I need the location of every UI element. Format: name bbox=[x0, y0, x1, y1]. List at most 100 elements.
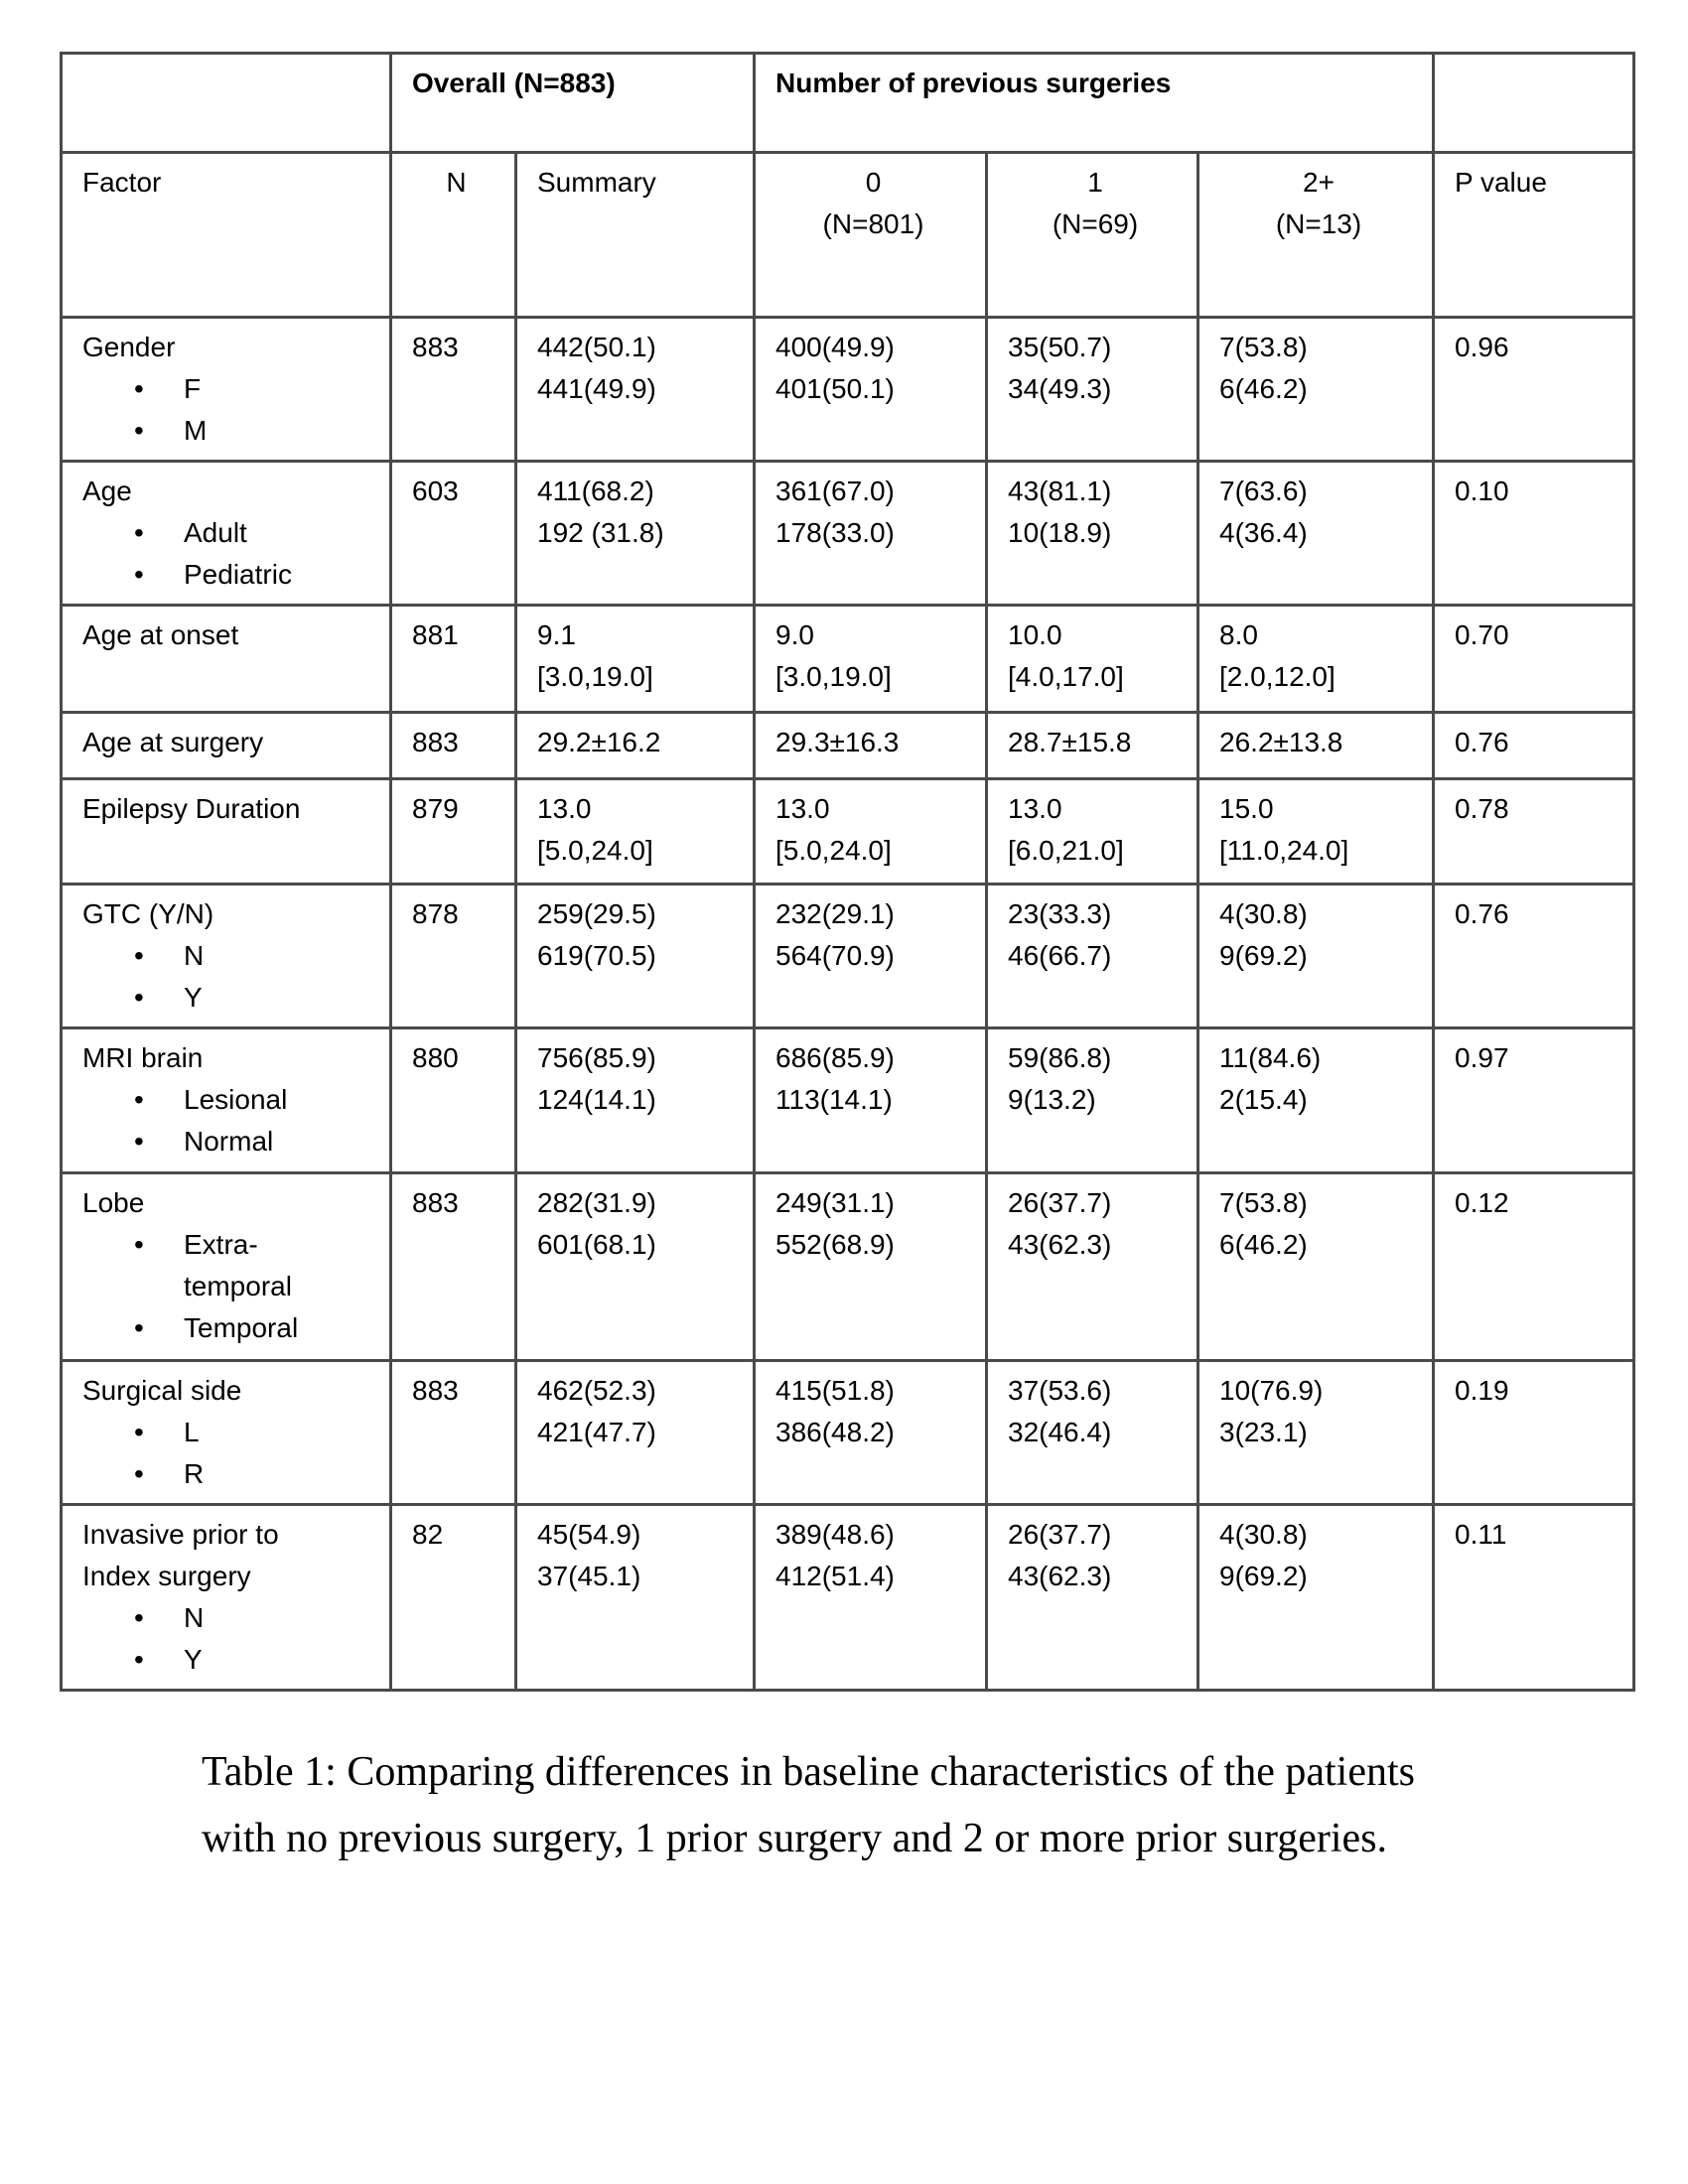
bullet-icon: • bbox=[134, 1417, 144, 1447]
p-value-cell: 0.76 bbox=[1432, 883, 1636, 1029]
table-row: GTC (Y/N) • N • Y 878 259(29.5) 619(70.5) 232… bbox=[60, 883, 1636, 1029]
table-column-header-row: Factor N Summary 0 (N=801) 1 (N=69) 2+ (… bbox=[60, 151, 1636, 319]
p-value-cell: 0.10 bbox=[1432, 460, 1636, 607]
n-cell: 878 bbox=[389, 883, 517, 1029]
bullet-icon: • bbox=[134, 559, 144, 590]
table-row: Age • Adult • Pediatric 603 411(68.2) 192 (31… bbox=[60, 460, 1636, 607]
surg1-cell: 13.0 [6.0,21.0] bbox=[985, 777, 1200, 886]
summary-cell: 442(50.1) 441(49.9) bbox=[513, 316, 757, 463]
surg0-cell: 361(67.0) 178(33.0) bbox=[753, 460, 989, 607]
bullet-icon: • bbox=[134, 1458, 144, 1489]
p-value-cell: 0.76 bbox=[1432, 711, 1636, 780]
summary-cell: 462(52.3) 421(47.7) bbox=[513, 1359, 757, 1506]
baseline-characteristics-table: Overall (N=883) Number of previous surge… bbox=[60, 52, 1636, 1692]
n-cell: 879 bbox=[389, 777, 517, 886]
surg1-cell: 28.7±15.8 bbox=[985, 711, 1200, 780]
surgeries-0-label: 0 bbox=[865, 167, 882, 198]
surgeries-0-column-header: 0 (N=801) bbox=[753, 151, 989, 319]
surg2plus-cell: 8.0 [2.0,12.0] bbox=[1196, 604, 1436, 714]
surg2plus-cell: 4(30.8) 9(69.2) bbox=[1196, 883, 1436, 1029]
surgeries-0-count: (N=801) bbox=[822, 208, 924, 239]
p-value-cell: 0.97 bbox=[1432, 1026, 1636, 1174]
factor-cell: MRI brain • Lesional • Normal bbox=[60, 1026, 392, 1174]
p-value-column-header: P value bbox=[1432, 151, 1636, 319]
table-body: Gender • F • M 883 442(50.1) 441(49.9) 400(49… bbox=[60, 316, 1636, 1692]
summary-cell: 45(54.9) 37(45.1) bbox=[513, 1503, 757, 1692]
n-cell: 82 bbox=[389, 1503, 517, 1692]
table-row: Invasive prior to Index surgery • N • Y 82 45… bbox=[60, 1503, 1636, 1692]
bullet-icon: • bbox=[134, 1644, 144, 1675]
surgeries-2plus-column-header: 2+ (N=13) bbox=[1196, 151, 1436, 319]
table-row: Age at onset 881 9.1 [3.0,19.0] 9.0 [3.0,1… bbox=[60, 604, 1636, 714]
caption-line-2: with no previous surgery, 1 prior surger… bbox=[202, 1816, 1388, 1861]
surg1-cell: 43(81.1) 10(18.9) bbox=[985, 460, 1200, 607]
table-row: Surgical side • L • R 883 462(52.3) 421(47.7)… bbox=[60, 1359, 1636, 1506]
n-cell: 883 bbox=[389, 316, 517, 463]
empty-header-cell bbox=[1432, 52, 1636, 154]
factor-cell: Gender • F • M bbox=[60, 316, 392, 463]
surg0-cell: 13.0 [5.0,24.0] bbox=[753, 777, 989, 886]
surg2plus-cell: 15.0 [11.0,24.0] bbox=[1196, 777, 1436, 886]
bullet-icon: • bbox=[134, 373, 144, 404]
overall-group-header: Overall (N=883) bbox=[388, 52, 757, 154]
factor-cell: Age at surgery bbox=[60, 711, 392, 780]
p-value-cell: 0.78 bbox=[1432, 777, 1636, 886]
table-row: MRI brain • Lesional • Normal 880 756(85.9) 1… bbox=[60, 1026, 1636, 1174]
surg1-cell: 10.0 [4.0,17.0] bbox=[985, 604, 1200, 714]
n-column-header: N bbox=[389, 151, 517, 319]
factor-cell: Epilepsy Duration bbox=[60, 777, 392, 886]
surg1-cell: 35(50.7) 34(49.3) bbox=[985, 316, 1200, 463]
previous-surgeries-group-header: Number of previous surgeries bbox=[753, 52, 1436, 154]
factor-cell: GTC (Y/N) • N • Y bbox=[60, 883, 392, 1029]
p-value-cell: 0.96 bbox=[1432, 316, 1636, 463]
p-value-cell: 0.70 bbox=[1432, 604, 1636, 714]
summary-column-header: Summary bbox=[513, 151, 757, 319]
surgeries-2plus-label: 2+ bbox=[1303, 167, 1335, 198]
table-row: Gender • F • M 883 442(50.1) 441(49.9) 400(49… bbox=[60, 316, 1636, 463]
surg0-cell: 400(49.9) 401(50.1) bbox=[753, 316, 989, 463]
summary-cell: 411(68.2) 192 (31.8) bbox=[513, 460, 757, 607]
summary-cell: 9.1 [3.0,19.0] bbox=[513, 604, 757, 714]
summary-cell: 282(31.9) 601(68.1) bbox=[513, 1171, 757, 1362]
factor-cell: Invasive prior to Index surgery • N • Y bbox=[60, 1503, 392, 1692]
factor-cell: Age at onset bbox=[60, 604, 392, 714]
p-value-cell: 0.11 bbox=[1432, 1503, 1636, 1692]
n-cell: 881 bbox=[389, 604, 517, 714]
n-cell: 883 bbox=[389, 711, 517, 780]
surg2plus-cell: 7(53.8) 6(46.2) bbox=[1196, 1171, 1436, 1362]
bullet-icon: • bbox=[134, 1229, 144, 1260]
bullet-icon: • bbox=[134, 1602, 144, 1633]
bullet-icon: • bbox=[134, 1084, 144, 1115]
surg1-cell: 23(33.3) 46(66.7) bbox=[985, 883, 1200, 1029]
bullet-icon: • bbox=[134, 1126, 144, 1157]
summary-cell: 259(29.5) 619(70.5) bbox=[513, 883, 757, 1029]
bullet-icon: • bbox=[134, 940, 144, 971]
surgeries-2plus-count: (N=13) bbox=[1275, 208, 1362, 239]
surg0-cell: 389(48.6) 412(51.4) bbox=[753, 1503, 989, 1692]
p-value-cell: 0.19 bbox=[1432, 1359, 1636, 1506]
table-row: Epilepsy Duration 879 13.0 [5.0,24.0] 13.… bbox=[60, 777, 1636, 886]
bullet-icon: • bbox=[134, 1312, 144, 1343]
surg1-cell: 37(53.6) 32(46.4) bbox=[985, 1359, 1200, 1506]
surg0-cell: 249(31.1) 552(68.9) bbox=[753, 1171, 989, 1362]
surg0-cell: 415(51.8) 386(48.2) bbox=[753, 1359, 989, 1506]
n-cell: 603 bbox=[389, 460, 517, 607]
surg2plus-cell: 10(76.9) 3(23.1) bbox=[1196, 1359, 1436, 1506]
factor-cell: Surgical side • L • R bbox=[60, 1359, 392, 1506]
surgeries-1-label: 1 bbox=[1087, 167, 1103, 198]
surg1-cell: 26(37.7) 43(62.3) bbox=[985, 1171, 1200, 1362]
surgeries-1-count: (N=69) bbox=[1052, 208, 1139, 239]
surgeries-1-column-header: 1 (N=69) bbox=[985, 151, 1200, 319]
surg0-cell: 29.3±16.3 bbox=[753, 711, 989, 780]
bullet-icon: • bbox=[134, 517, 144, 548]
surg2plus-cell: 26.2±13.8 bbox=[1196, 711, 1436, 780]
p-value-cell: 0.12 bbox=[1432, 1171, 1636, 1362]
bullet-icon: • bbox=[134, 982, 144, 1013]
summary-cell: 756(85.9) 124(14.1) bbox=[513, 1026, 757, 1174]
table-row: Age at surgery 883 29.2±16.2 29.3±16.3 2… bbox=[60, 711, 1636, 780]
table-caption: Table 1: Comparing differences in baseli… bbox=[202, 1739, 1415, 1872]
surg0-cell: 232(29.1) 564(70.9) bbox=[753, 883, 989, 1029]
surg0-cell: 686(85.9) 113(14.1) bbox=[753, 1026, 989, 1174]
bullet-icon: • bbox=[134, 415, 144, 446]
